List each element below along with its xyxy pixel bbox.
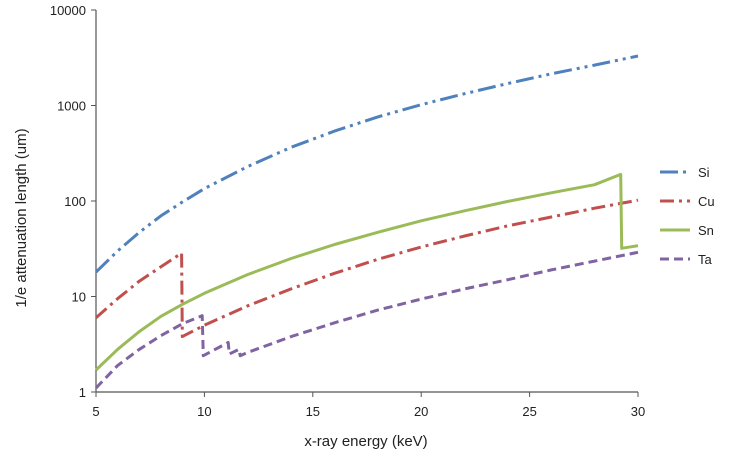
series-line-cu bbox=[95, 198, 639, 339]
series-line-si bbox=[94, 54, 639, 274]
x-tick-label: 5 bbox=[92, 404, 99, 419]
x-tick-label: 20 bbox=[414, 404, 428, 419]
series-line-sn bbox=[94, 172, 639, 372]
y-axis-title: 1/e attenuation length (um) bbox=[13, 128, 30, 307]
legend-label-sn: Sn bbox=[698, 223, 714, 238]
x-tick-label: 10 bbox=[197, 404, 211, 419]
y-tick-label: 10 bbox=[72, 290, 86, 305]
axes-layer: 5 10 15 20 25 30 1 10 100 1000 10000 bbox=[50, 3, 645, 419]
legend-label-cu: Cu bbox=[698, 194, 715, 209]
x-tick-label: 25 bbox=[522, 404, 536, 419]
legend-label-ta: Ta bbox=[698, 252, 713, 267]
series-layer bbox=[94, 54, 639, 390]
x-axis-title: x-ray energy (keV) bbox=[304, 433, 427, 450]
x-tick-label: 30 bbox=[631, 404, 645, 419]
y-tick-label: 1 bbox=[79, 385, 86, 400]
x-tick-label: 15 bbox=[306, 404, 320, 419]
y-tick-label: 100 bbox=[64, 194, 86, 209]
legend-layer: Si Cu Sn Ta bbox=[660, 165, 715, 267]
y-tick-label: 1000 bbox=[57, 99, 86, 114]
y-tick-label: 10000 bbox=[50, 3, 86, 18]
legend-label-si: Si bbox=[698, 165, 710, 180]
series-line-ta bbox=[94, 250, 639, 390]
